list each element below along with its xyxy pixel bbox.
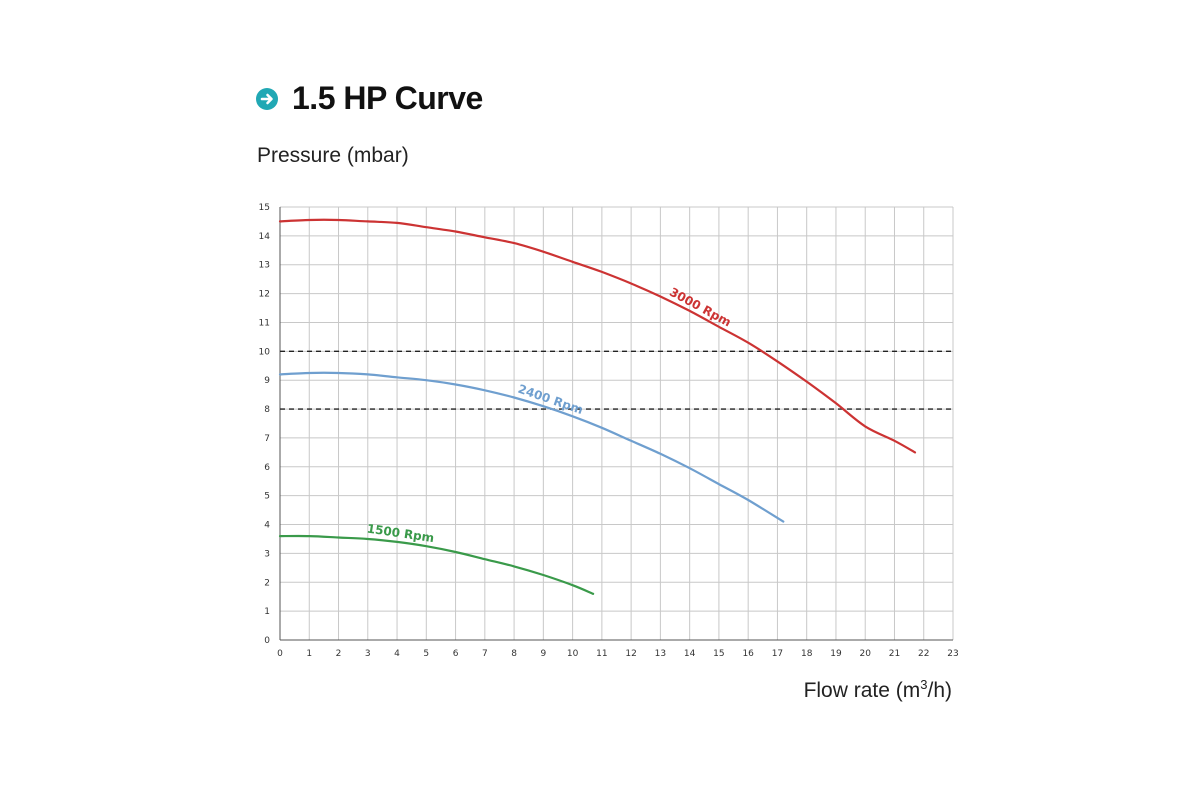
x-tick-label: 12 — [625, 649, 636, 659]
series-line-2400-rpm — [278, 371, 785, 523]
x-tick-label: 14 — [684, 649, 696, 659]
x-tick-label: 1 — [306, 649, 312, 659]
x-tick-label: 0 — [277, 649, 283, 659]
x-tick-label: 22 — [918, 649, 929, 659]
x-tick-label: 19 — [830, 649, 842, 659]
y-tick-label: 0 — [264, 636, 270, 646]
x-tick-label: 21 — [889, 649, 900, 659]
x-axis-label: Flow rate (m3/h) — [804, 677, 952, 703]
y-tick-label: 8 — [264, 405, 270, 415]
y-tick-label: 2 — [264, 578, 270, 588]
x-tick-label: 13 — [655, 649, 666, 659]
x-tick-label: 11 — [596, 649, 607, 659]
x-tick-label: 3 — [365, 649, 371, 659]
x-tick-label: 4 — [394, 649, 400, 659]
x-tick-label: 10 — [567, 649, 579, 659]
x-tick-label: 15 — [713, 649, 724, 659]
x-axis-label-superscript: 3 — [920, 677, 928, 692]
y-tick-label: 3 — [264, 549, 270, 559]
y-tick-label: 7 — [264, 434, 270, 444]
x-tick-label: 16 — [742, 649, 754, 659]
x-tick-label: 9 — [540, 649, 546, 659]
x-tick-label: 2 — [336, 649, 342, 659]
title-row: 1.5 HP Curve — [256, 80, 483, 117]
y-tick-label: 13 — [259, 261, 270, 271]
y-tick-label: 15 — [259, 203, 270, 213]
x-tick-label: 6 — [453, 649, 459, 659]
x-tick-label: 5 — [423, 649, 429, 659]
x-tick-label: 7 — [482, 649, 488, 659]
x-tick-label: 20 — [859, 649, 871, 659]
x-tick-label: 23 — [947, 649, 958, 659]
x-tick-label: 18 — [801, 649, 813, 659]
y-axis-label: Pressure (mbar) — [257, 144, 409, 167]
x-axis-label-main: Flow rate (m — [803, 679, 921, 702]
x-tick-label: 8 — [511, 649, 517, 659]
y-tick-label: 9 — [264, 376, 270, 386]
y-tick-label: 12 — [259, 290, 270, 300]
series-line-3000-rpm — [278, 218, 917, 454]
series-line-1500-rpm — [278, 534, 595, 595]
y-tick-label: 10 — [259, 347, 271, 357]
x-tick-label: 17 — [772, 649, 783, 659]
y-tick-label: 11 — [259, 318, 270, 328]
y-tick-label: 14 — [259, 232, 271, 242]
series-label: 2400 Rpm — [516, 382, 585, 417]
grid — [279, 206, 954, 641]
arrow-right-circle-icon — [256, 87, 278, 110]
y-tick-label: 4 — [264, 521, 270, 531]
y-tick-label: 5 — [264, 492, 270, 502]
y-tick-label: 6 — [264, 463, 270, 473]
chart-title: 1.5 HP Curve — [292, 80, 483, 116]
y-tick-label: 1 — [264, 607, 270, 617]
x-axis-label-tail: /h) — [927, 679, 952, 702]
